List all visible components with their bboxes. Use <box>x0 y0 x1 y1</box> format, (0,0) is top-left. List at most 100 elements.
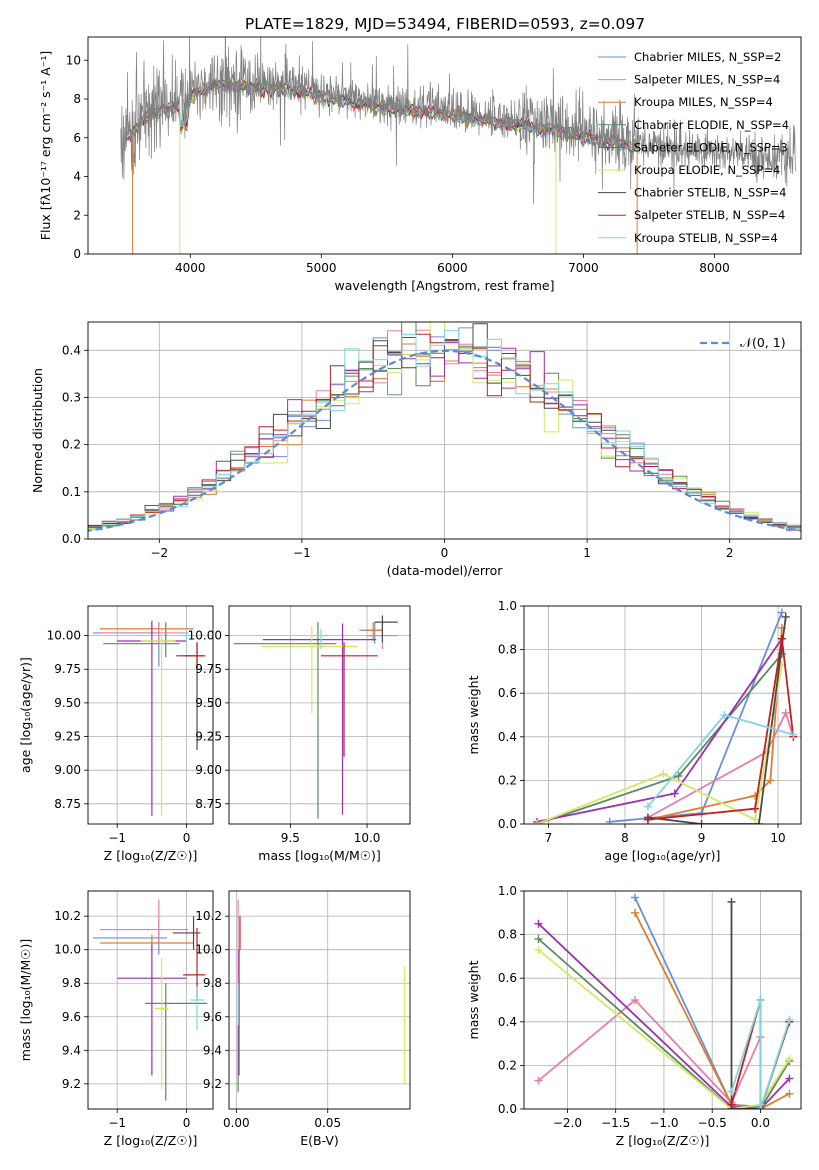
y-tick-label: 0.2 <box>498 1058 517 1072</box>
x-tick-label: 2 <box>726 546 734 560</box>
error-bar-point <box>374 615 398 643</box>
axis-ticks: 9.5 10.0 8.75 9.00 9.25 9.50 9.75 10.00 mass [lo… <box>188 629 381 863</box>
y-tick-label: 1.0 <box>498 884 517 898</box>
axes-mass_vs_z: −1 0 9.2 9.4 9.6 9.8 10.0 10.2 Z [log₁₀(Z/Z☉)] ma… <box>18 890 214 1148</box>
x-tick-label: 9 <box>698 831 706 845</box>
weight-line <box>647 710 795 819</box>
y-tick-label: 0.0 <box>498 1102 517 1116</box>
error-bar-point <box>179 628 194 643</box>
plot-content <box>88 322 801 532</box>
weight-marker <box>727 897 736 906</box>
weight-marker <box>630 893 639 902</box>
y-tick-label: 9.25 <box>195 730 222 744</box>
y-tick-label: 9.8 <box>203 976 222 990</box>
y-tick-label: 0.2 <box>62 438 81 452</box>
figure-title: PLATE=1829, MJD=53494, FIBERID=0593, z=0… <box>245 15 645 33</box>
y-tick-label: 0.0 <box>498 817 517 831</box>
weight-marker <box>751 815 760 824</box>
legend-label: Salpeter MILES, N_SSP=4 <box>634 73 780 87</box>
y-tick-label: 8.75 <box>54 797 81 811</box>
weight-line <box>537 998 762 1105</box>
weight-marker <box>785 1015 794 1024</box>
axis-ticks: −2 −1 0 1 2 0.0 0.1 0.2 0.3 0.4 (data-model)/error… <box>30 343 734 578</box>
y-tick-label: 8 <box>73 92 81 106</box>
y-tick-label: 0.8 <box>498 928 517 942</box>
y-tick-label: 9.2 <box>203 1077 222 1091</box>
x-tick-label: 4000 <box>175 261 206 275</box>
error-bar-point <box>313 628 329 650</box>
y-tick-label: 0.1 <box>62 485 81 499</box>
y-axis-label: Normed distribution <box>30 368 45 493</box>
plot-content <box>534 893 794 1109</box>
y-tick-label: 0.2 <box>498 773 517 787</box>
x-tick-label: 0 <box>183 831 191 845</box>
y-tick-label: 0.0 <box>62 532 81 546</box>
y-tick-label: 0.4 <box>62 343 81 357</box>
x-tick-label: 7000 <box>568 261 599 275</box>
y-tick-label: 10.00 <box>188 629 222 643</box>
grid-lines <box>88 891 213 1109</box>
weight-marker <box>659 769 668 778</box>
y-tick-label: 10.0 <box>195 943 222 957</box>
y-tick-label: 0.4 <box>498 1015 517 1029</box>
error-bar-point <box>261 626 358 714</box>
x-tick-label: 6000 <box>437 261 468 275</box>
x-axis-label: Z [log₁₀(Z/Z☉)] <box>104 848 198 863</box>
x-tick-label: 0 <box>441 546 449 560</box>
weight-marker <box>785 1089 794 1098</box>
weight-marker <box>777 608 786 617</box>
y-tick-label: 9.4 <box>62 1043 81 1057</box>
legend-label: Salpeter ELODIE, N_SSP=3 <box>634 140 788 154</box>
error-bar-point <box>321 642 378 757</box>
weight-marker <box>643 802 652 811</box>
normal-curve <box>88 349 801 532</box>
axis-ticks: −1 0 8.75 9.00 9.25 9.50 9.75 10.00 Z [log₁₀(Z/Z… <box>18 629 197 863</box>
weight-marker <box>754 820 763 824</box>
weight-marker <box>756 996 765 1004</box>
y-tick-label: 9.50 <box>195 696 222 710</box>
x-tick-label: 0.05 <box>314 1116 341 1130</box>
y-tick-label: 2 <box>73 208 81 222</box>
axis-ticks: 4000 5000 6000 7000 8000 0 2 4 6 8 10 wavelength [A… <box>38 51 730 293</box>
legend: 𝒩(0, 1) <box>700 335 786 350</box>
weight-marker <box>630 908 639 917</box>
weight-marker <box>534 934 543 943</box>
y-tick-label: 0.6 <box>498 686 517 700</box>
weight-line <box>647 627 783 821</box>
weight-line <box>537 923 791 1109</box>
axes-frame <box>87 321 802 540</box>
y-tick-label: 9.75 <box>54 662 81 676</box>
weight-line <box>537 949 791 1109</box>
grid-lines <box>229 891 410 1109</box>
weight-marker <box>605 817 614 824</box>
x-tick-label: 0.00 <box>223 1116 250 1130</box>
error-bar-point <box>140 630 176 816</box>
y-tick-label: 0.4 <box>498 730 517 744</box>
y-tick-label: 9.25 <box>54 730 81 744</box>
legend-label: Chabrier MILES, N_SSP=2 <box>634 50 781 64</box>
legend-label: Chabrier STELIB, N_SSP=4 <box>634 186 786 200</box>
histogram-step <box>88 330 801 531</box>
axes-residuals: −2 −1 0 1 2 0.0 0.1 0.2 0.3 0.4 (data-model)/error… <box>30 321 802 578</box>
error-bar-point <box>190 986 204 1031</box>
y-tick-label: 8.75 <box>195 797 222 811</box>
x-tick-label: 0 <box>183 1116 191 1130</box>
x-tick-label: −1 <box>108 831 126 845</box>
weight-line <box>647 616 787 824</box>
x-tick-label: −1.5 <box>601 1116 630 1130</box>
weight-marker <box>643 815 652 824</box>
y-tick-label: 10.00 <box>47 629 81 643</box>
x-tick-label: 0.0 <box>751 1116 770 1130</box>
weight-marker <box>533 820 542 824</box>
y-tick-label: 9.6 <box>62 1010 81 1024</box>
y-tick-label: 9.75 <box>195 662 222 676</box>
weight-marker <box>751 804 760 813</box>
y-axis-label: mass [log₁₀(M/M☉)] <box>18 939 33 1061</box>
x-tick-label: −1.0 <box>649 1116 678 1130</box>
y-tick-label: 6 <box>73 131 81 145</box>
error-bar-point <box>99 934 194 952</box>
y-tick-label: 9.8 <box>62 976 81 990</box>
weight-marker <box>777 634 786 643</box>
